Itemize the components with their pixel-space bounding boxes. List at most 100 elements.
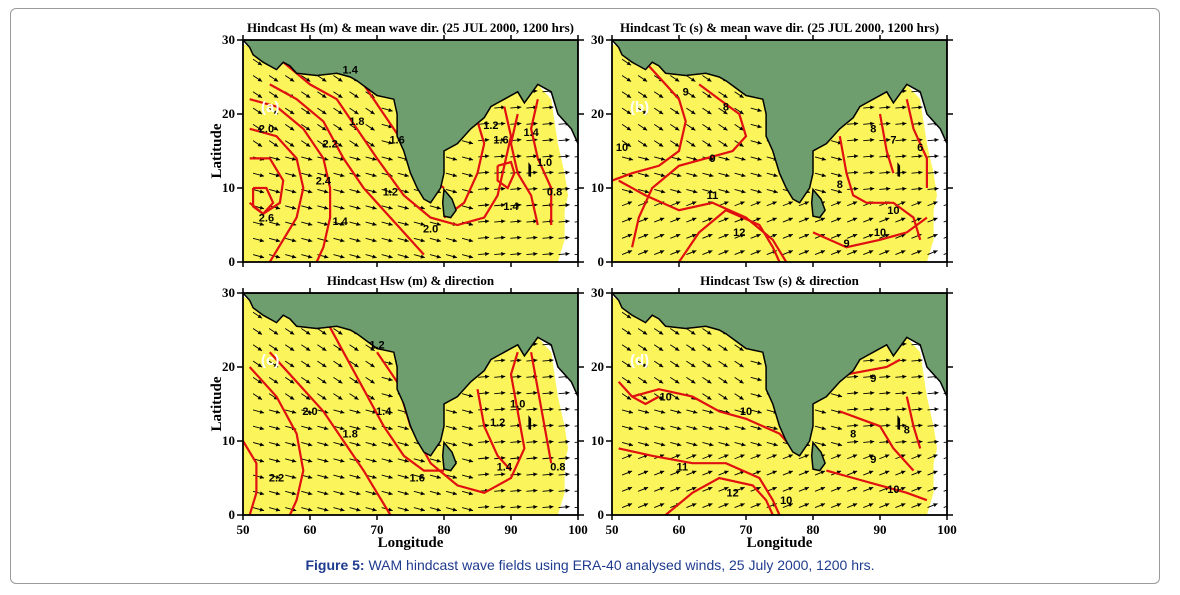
arrow-head — [305, 142, 311, 147]
direction-arrow — [943, 505, 947, 509]
arrow-head — [370, 363, 375, 368]
arrow-head — [870, 121, 875, 126]
arrow-head — [485, 439, 490, 444]
arrow-head — [356, 254, 361, 259]
arrow-head — [275, 205, 281, 210]
arrow-head — [854, 138, 859, 142]
arrow-head — [356, 409, 361, 414]
arrow-head — [420, 254, 425, 259]
arrow-head — [565, 456, 570, 461]
arrow-head — [626, 77, 632, 82]
arrow-head — [307, 254, 313, 259]
arrow-head — [323, 442, 329, 447]
arrow-head — [485, 235, 490, 240]
arrow-head — [388, 189, 393, 194]
arrow-head — [852, 250, 858, 254]
arrow-head — [723, 110, 728, 115]
arrow-head — [468, 254, 474, 259]
arrow-head — [658, 110, 664, 115]
panel-label: (d) — [630, 352, 649, 369]
arrow-head — [307, 426, 313, 431]
arrow-head — [675, 250, 681, 254]
x-tick-label: 90 — [505, 522, 518, 537]
arrow-head — [739, 110, 744, 115]
arrow-head — [436, 458, 441, 463]
arrow-head — [305, 330, 311, 335]
panel-d: 10 10 11 12 9 8 9 10 8 10 (d) Hindcast Tsw (s) & di… — [591, 273, 957, 551]
arrow-head — [692, 156, 698, 161]
arrow-head — [273, 363, 279, 368]
arrow-head — [565, 423, 570, 428]
arrow-head — [756, 201, 761, 206]
contour-label: 1.8 — [343, 428, 358, 440]
arrow-head — [690, 77, 696, 82]
contour-line — [618, 179, 788, 262]
arrow-head — [642, 77, 648, 82]
arrow-head — [356, 156, 361, 161]
arrow-head — [549, 488, 554, 493]
arrow-head — [725, 173, 730, 178]
arrow-head — [581, 105, 585, 109]
arrow-head — [820, 503, 826, 507]
arrow-head — [804, 470, 809, 475]
contour-line — [269, 83, 425, 256]
y-tick-label: 0 — [598, 507, 605, 522]
arrow-head — [452, 173, 458, 178]
arrow-head — [950, 105, 954, 109]
plot-frame — [611, 292, 948, 516]
y-tick-label: 30 — [222, 285, 235, 300]
arrow-head — [485, 203, 490, 208]
contour-line — [631, 83, 748, 248]
arrow-head — [372, 189, 377, 194]
contour-label: 1.8 — [349, 116, 364, 128]
arrow-head — [259, 426, 265, 431]
figure-caption: Figure 5: WAM hindcast wave fields using… — [0, 557, 1180, 573]
arrow-head — [436, 222, 441, 226]
arrow-head — [626, 126, 632, 131]
arrow-head — [788, 470, 793, 475]
panel-title: Hindcast Hsw (m) & direction — [327, 273, 495, 288]
plot-frame — [242, 39, 579, 263]
arrow-head — [900, 201, 906, 206]
arrow-head — [902, 358, 907, 363]
arrow-head — [852, 454, 858, 459]
arrow-head — [950, 407, 954, 411]
arrow-head — [305, 395, 311, 400]
arrow-head — [291, 254, 297, 259]
arrow-head — [485, 374, 490, 379]
arrow-head — [821, 173, 827, 178]
arrow-head — [642, 126, 648, 131]
arrow-head — [949, 201, 953, 205]
arrow-head — [257, 363, 263, 368]
contour-line — [248, 366, 305, 515]
arrow-head — [757, 173, 762, 178]
arrow-head — [658, 346, 664, 351]
arrow-head — [501, 504, 506, 509]
arrow-head — [549, 121, 554, 126]
arrow-head — [259, 409, 265, 414]
arrow-head — [388, 205, 393, 210]
arrow-head — [354, 363, 359, 368]
arrow-head — [707, 395, 712, 400]
arrow-head — [420, 507, 425, 512]
arrow-head — [501, 235, 506, 240]
arrow-head — [739, 142, 744, 147]
arrow-head — [724, 486, 729, 491]
arrow-head — [356, 507, 361, 512]
contour-line — [322, 314, 444, 472]
contour-line — [839, 410, 915, 472]
arrow-head — [307, 205, 313, 210]
arrow-head — [581, 326, 585, 330]
arrow-head — [949, 503, 953, 507]
arrow-head — [741, 409, 746, 414]
arrow-head — [660, 426, 666, 431]
contour-label: 1.4 — [503, 201, 519, 213]
arrow-head — [485, 472, 490, 477]
arrow-head — [257, 330, 263, 335]
arrow-head — [934, 138, 939, 142]
arrow-head — [468, 140, 474, 145]
arrow-head — [549, 374, 554, 379]
arrow-head — [404, 507, 409, 512]
arrow-head — [468, 393, 474, 398]
arrow-head — [917, 503, 922, 507]
